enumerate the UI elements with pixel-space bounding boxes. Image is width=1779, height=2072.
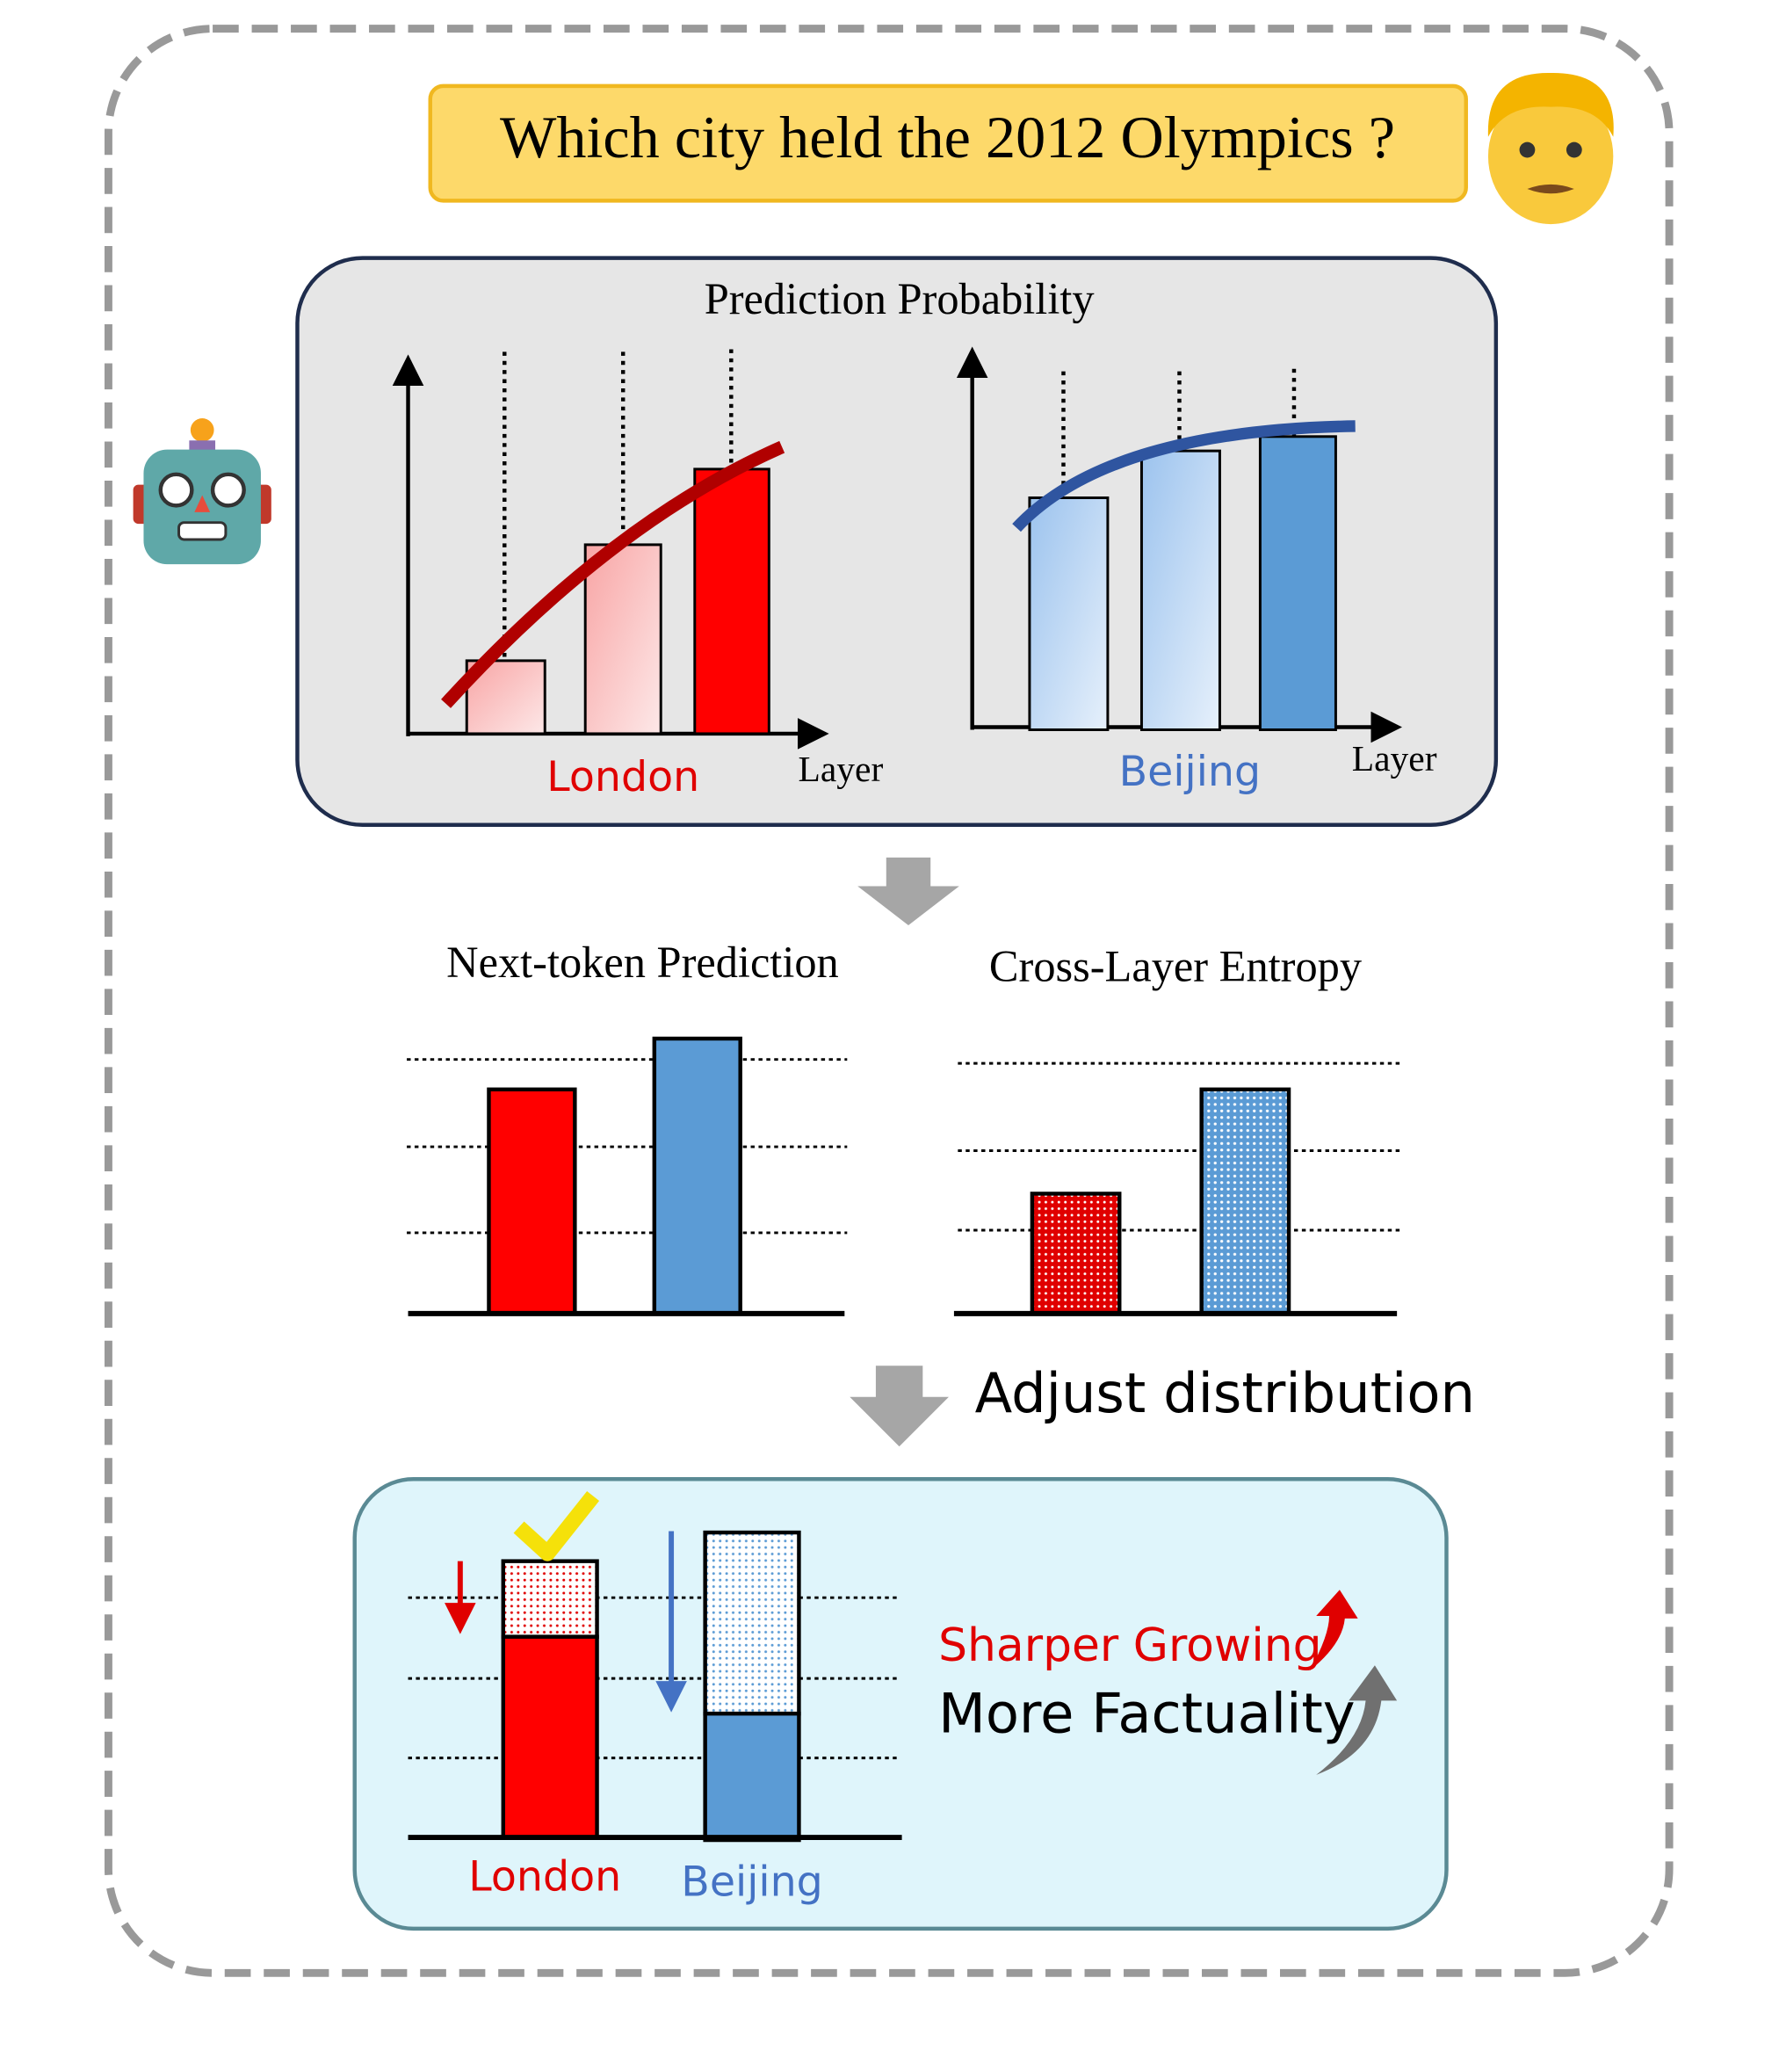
question-box [428, 83, 1468, 203]
result-category: London [468, 1853, 621, 1902]
down-arrow [850, 1366, 949, 1447]
result-note: More Factuality [938, 1682, 1356, 1746]
london-label: London [546, 753, 699, 801]
axis-label: Layer [798, 749, 883, 789]
question: Which city held the 2012 Olympics ? [500, 104, 1395, 170]
beijing-chart [956, 346, 1403, 743]
panel-title: Prediction Probability [705, 274, 1095, 323]
axis-label: Layer [1352, 738, 1437, 779]
result-note: Sharper Growing [938, 1619, 1321, 1672]
frame [104, 25, 1674, 1977]
down-arrow [857, 857, 959, 925]
user-icon [1487, 73, 1614, 225]
result-category: Beijing [681, 1858, 822, 1906]
next-token-chart [407, 1036, 848, 1316]
up-arrow [1309, 1590, 1358, 1671]
london-chart [392, 349, 829, 750]
beijing-label: Beijing [1119, 748, 1261, 796]
result-panel [352, 1477, 1449, 1931]
robot-icon [133, 418, 271, 565]
up-arrow [1316, 1665, 1398, 1775]
entropy-chart [953, 1061, 1401, 1316]
result-chart [408, 1490, 902, 1843]
step-label: Adjust distribution [975, 1361, 1475, 1425]
comparison-title: Next-token Prediction [446, 938, 839, 987]
comparison-title: Cross-Layer Entropy [989, 941, 1362, 990]
